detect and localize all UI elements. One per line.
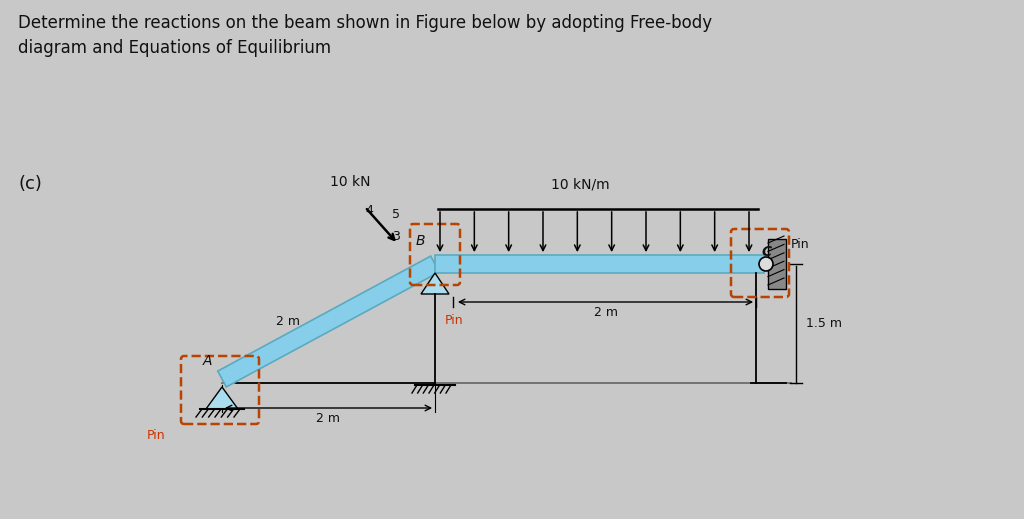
Text: diagram and Equations of Equilibrium: diagram and Equations of Equilibrium: [18, 39, 331, 57]
Text: Pin: Pin: [445, 314, 464, 327]
Text: Determine the reactions on the beam shown in Figure below by adopting Free-body: Determine the reactions on the beam show…: [18, 14, 712, 32]
Polygon shape: [435, 255, 764, 273]
Polygon shape: [218, 256, 439, 387]
Text: 4: 4: [366, 204, 373, 217]
Text: A: A: [203, 354, 212, 368]
Text: 10 kN/m: 10 kN/m: [551, 177, 610, 191]
Bar: [768, 239, 786, 289]
Text: 5: 5: [392, 208, 400, 221]
Text: C: C: [761, 245, 771, 259]
Polygon shape: [421, 273, 449, 294]
Text: 3: 3: [392, 229, 400, 242]
Circle shape: [759, 257, 773, 271]
Text: B: B: [416, 234, 425, 248]
Text: (c): (c): [18, 175, 42, 193]
Text: 2 m: 2 m: [276, 315, 300, 328]
Text: 1.5 m: 1.5 m: [806, 317, 842, 330]
Text: Pin: Pin: [147, 429, 166, 442]
Text: Pin: Pin: [791, 238, 810, 251]
Text: 2 m: 2 m: [316, 412, 341, 425]
Text: 10 kN: 10 kN: [330, 175, 371, 189]
Polygon shape: [206, 387, 238, 409]
Text: 2 m: 2 m: [594, 306, 617, 319]
